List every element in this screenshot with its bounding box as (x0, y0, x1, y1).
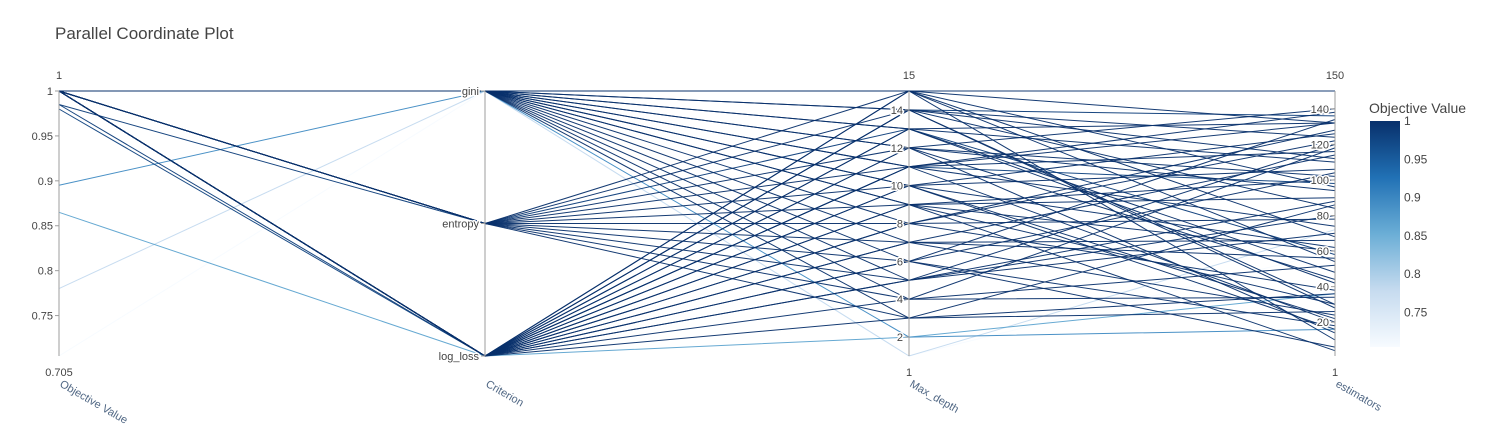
tick-label: 4 (897, 294, 903, 306)
tick-label: log_loss (439, 351, 480, 363)
tick-label: 120 (1311, 139, 1329, 151)
trial-line (59, 90, 1336, 138)
trial-line (58, 90, 1336, 357)
tick-label: 100 (1311, 175, 1329, 187)
axis-title: estimators (1334, 378, 1384, 414)
tick-label: 1 (47, 86, 53, 98)
colorbar: Objective Value 0.75 0.8 0.85 0.9 0.95 1 (1369, 100, 1466, 347)
colorbar-gradient (1370, 121, 1400, 347)
tick-label: 6 (897, 256, 903, 268)
trial-line (58, 211, 1336, 357)
tick-label: 0.8 (38, 266, 53, 278)
axis-title: Criterion (484, 378, 526, 409)
tick-label: 20 (1317, 317, 1329, 329)
axis-title: Max_depth (908, 378, 961, 416)
axis-range-max: 150 (1326, 70, 1344, 82)
tick-label: 2 (897, 332, 903, 344)
colorbar-tick-label: 0.75 (1404, 306, 1428, 320)
tick-label: gini (462, 86, 479, 98)
axis-range-min: 0.705 (45, 367, 73, 379)
colorbar-title: Objective Value (1369, 100, 1466, 116)
tick-label: 0.75 (32, 311, 53, 323)
trial-line (59, 90, 1336, 177)
colorbar-ticks: 0.75 0.8 0.85 0.9 0.95 1 (1404, 114, 1428, 320)
colorbar-tick-label: 0.9 (1404, 191, 1421, 205)
trial-line (58, 90, 1336, 357)
tick-label: 60 (1317, 246, 1329, 258)
tick-label: 140 (1311, 104, 1329, 116)
tick-label: 14 (891, 105, 903, 117)
tick-label: 0.95 (32, 131, 53, 143)
axis-range-max: 1 (56, 70, 62, 82)
colorbar-tick-label: 1 (1404, 114, 1411, 128)
axis-range-min: 1 (1332, 367, 1338, 379)
trial-lines (58, 90, 1336, 357)
tick-label: 0.9 (38, 176, 53, 188)
tick-label: 80 (1317, 210, 1329, 222)
tick-label: 40 (1317, 282, 1329, 294)
trial-line (59, 90, 1336, 188)
tick-label: 0.85 (32, 221, 53, 233)
colorbar-tick-label: 0.85 (1404, 229, 1428, 243)
tick-label: entropy (442, 219, 479, 231)
axis-range-max: 15 (903, 70, 915, 82)
trial-line (59, 90, 1336, 168)
axis-range-min: 1 (906, 367, 912, 379)
colorbar-tick-label: 0.8 (1404, 267, 1421, 281)
tick-label: 8 (897, 219, 903, 231)
trial-line (59, 90, 1336, 124)
tick-label: 12 (891, 143, 903, 155)
trial-line (59, 90, 1336, 206)
chart-title: Parallel Coordinate Plot (55, 24, 234, 43)
colorbar-tick-label: 0.95 (1404, 152, 1428, 166)
trial-line (59, 90, 1336, 130)
axis-title: Objective Value (58, 378, 130, 427)
trial-line (58, 104, 1336, 256)
axis-criterion[interactable]: log_loss entropy gini Criterion (437, 85, 526, 410)
tick-label: 10 (891, 181, 903, 193)
trial-line (59, 90, 1336, 149)
